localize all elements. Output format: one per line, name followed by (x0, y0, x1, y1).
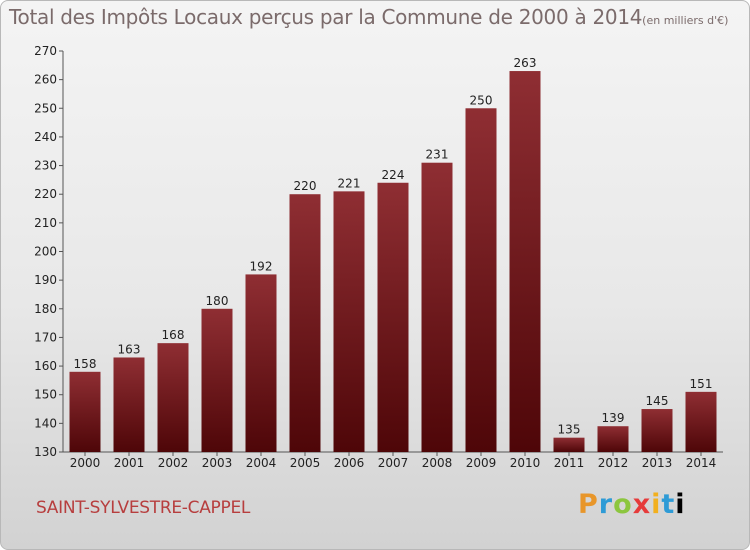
bar (509, 71, 541, 453)
y-tick-label: 190 (34, 273, 57, 287)
data-label: 158 (74, 357, 97, 371)
data-label: 168 (162, 328, 185, 342)
x-tick-label: 2000 (70, 456, 101, 470)
data-label: 221 (338, 176, 361, 190)
y-tick-label: 140 (34, 416, 57, 430)
data-label: 224 (382, 168, 405, 182)
label-layer: 2000 158 2001 163 2002 168 2003 180 2004 192 2005 2… (70, 56, 717, 470)
data-label: 220 (294, 179, 317, 193)
bar (69, 371, 101, 452)
x-tick-label: 2005 (290, 456, 321, 470)
x-tick-label: 2004 (246, 456, 277, 470)
y-tick-label: 160 (34, 359, 57, 373)
logo-letter: t (661, 489, 676, 520)
data-label: 192 (250, 259, 273, 273)
y-tick-label: 200 (34, 245, 57, 259)
x-tick-label: 2006 (334, 456, 365, 470)
chart-title-unit: (en milliers d'€) (642, 14, 729, 27)
x-tick-label: 2008 (422, 456, 453, 470)
bar (685, 391, 717, 452)
bar (641, 409, 673, 452)
y-tick-label: 240 (34, 130, 57, 144)
y-tick-label: 130 (34, 445, 57, 459)
bar (113, 357, 145, 452)
bar (377, 182, 409, 452)
bar (465, 108, 497, 453)
bar (157, 343, 189, 452)
chart-title-text: Total des Impôts Locaux perçus par la Co… (9, 5, 643, 29)
y-tick-label: 270 (34, 44, 57, 58)
y-tick-label: 220 (34, 187, 57, 201)
data-label: 163 (118, 342, 141, 356)
axis-layer: 130 140 150 160 170 180 190 200 210 220 230 240 250 2… (34, 44, 723, 459)
y-tick-label: 250 (34, 101, 57, 115)
logo-letter: P (578, 489, 599, 520)
bar (597, 426, 629, 452)
x-tick-label: 2001 (114, 456, 145, 470)
x-tick-label: 2009 (466, 456, 497, 470)
logo-letter: r (598, 489, 614, 520)
x-tick-label: 2012 (598, 456, 629, 470)
x-tick-label: 2010 (510, 456, 541, 470)
data-label: 135 (558, 423, 581, 437)
bar (333, 191, 365, 452)
y-tick-label: 210 (34, 216, 57, 230)
x-tick-label: 2013 (642, 456, 673, 470)
data-label: 250 (470, 93, 493, 107)
proxiti-logo: Proxiti (578, 489, 686, 520)
y-tick-label: 230 (34, 159, 57, 173)
data-label: 145 (646, 394, 669, 408)
y-tick-label: 260 (34, 73, 57, 87)
x-tick-label: 2014 (686, 456, 717, 470)
y-tick-label: 170 (34, 330, 57, 344)
bar (245, 274, 277, 452)
data-label: 263 (514, 56, 537, 70)
x-tick-label: 2007 (378, 456, 409, 470)
data-label: 139 (602, 411, 625, 425)
bar-layer (69, 71, 717, 453)
chart-title: Total des Impôts Locaux perçus par la Co… (9, 5, 728, 29)
y-tick-label: 180 (34, 302, 57, 316)
logo-letter: i (675, 489, 686, 520)
commune-name: SAINT-SYLVESTRE-CAPPEL (36, 498, 251, 518)
x-tick-label: 2011 (554, 456, 585, 470)
logo-letter: x (632, 489, 652, 520)
bar (201, 308, 233, 452)
x-tick-label: 2003 (202, 456, 233, 470)
bar (421, 162, 453, 452)
logo-letter: i (651, 489, 662, 520)
data-label: 151 (690, 377, 713, 391)
bar (289, 194, 321, 452)
data-label: 180 (206, 294, 229, 308)
bar (553, 437, 585, 452)
x-tick-label: 2002 (158, 456, 189, 470)
data-label: 231 (426, 148, 449, 162)
y-tick-label: 150 (34, 388, 57, 402)
logo-letter: o (613, 489, 633, 520)
